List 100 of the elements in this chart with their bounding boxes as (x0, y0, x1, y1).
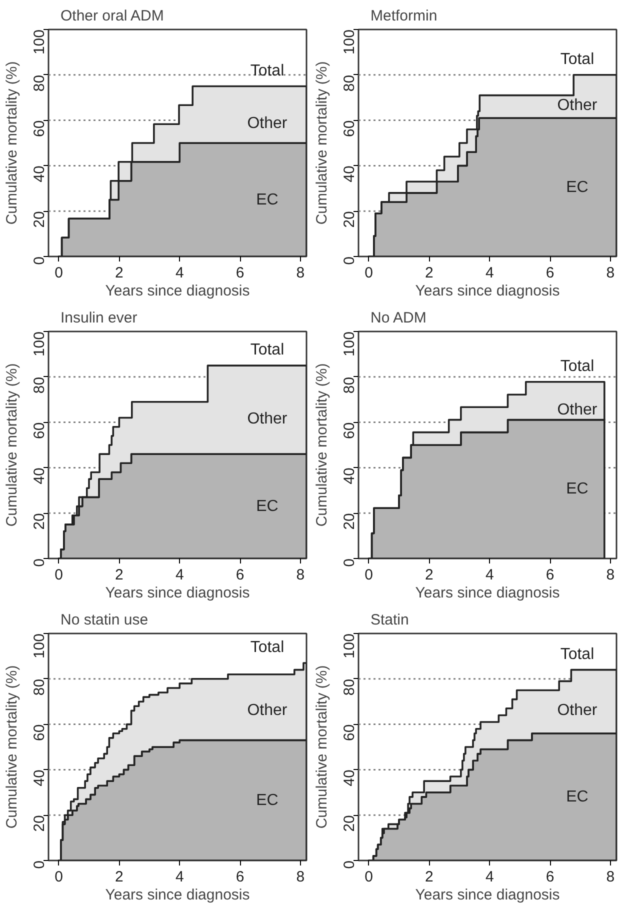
y-tick-label: 100 (31, 331, 48, 357)
y-tick-label: 0 (341, 860, 358, 869)
series-label: Total (250, 62, 284, 80)
y-tick-label: 20 (31, 513, 48, 530)
series-label: EC (566, 178, 588, 196)
y-tick-label: 40 (31, 770, 48, 786)
x-tick-label: 4 (485, 264, 494, 282)
annotation: Other (247, 410, 288, 428)
x-axis-title: Years since diagnosis (415, 282, 560, 300)
y-tick-label: 40 (31, 468, 48, 484)
y-tick-label: 80 (31, 74, 48, 92)
x-tick-label: 4 (485, 566, 494, 584)
chart-title: Metformin (370, 8, 438, 24)
y-tick-label: 100 (31, 633, 48, 659)
x-tick-label: 6 (236, 264, 244, 282)
y-tick-label: 100 (341, 331, 358, 357)
x-tick-label: 6 (546, 868, 554, 886)
series-label: EC (256, 191, 278, 208)
y-axis-title: Cumulative mortality (%) (314, 61, 330, 225)
x-tick-label: 2 (425, 566, 434, 584)
x-axis-title: Years since diagnosis (105, 282, 250, 300)
y-tick-label: 100 (341, 633, 358, 659)
y-tick-label: 100 (31, 29, 48, 55)
y-tick-label: 0 (31, 860, 48, 869)
chart-title: Insulin ever (60, 310, 138, 326)
series-label: Total (250, 639, 284, 656)
x-tick-label: 6 (236, 868, 244, 886)
x-tick-label: 0 (364, 868, 373, 886)
y-tick-label: 100 (341, 29, 358, 55)
y-tick-label: 0 (31, 256, 48, 265)
series-label: Total (560, 51, 594, 68)
chart-title: Other oral ADM (60, 8, 164, 24)
y-tick-label: 20 (341, 513, 358, 530)
y-tick-label: 40 (341, 166, 358, 182)
y-tick-label: 40 (341, 770, 358, 786)
x-axis-title: Years since diagnosis (105, 584, 250, 602)
chart-title: Statin (370, 612, 409, 628)
chart-title: No statin use (60, 612, 148, 628)
x-tick-label: 2 (115, 264, 124, 282)
series-label: EC (256, 498, 278, 515)
series-label: EC (566, 788, 588, 806)
y-tick-label: 60 (341, 422, 358, 439)
annotation: Other (247, 115, 288, 132)
x-tick-label: 8 (606, 264, 615, 282)
y-tick-label: 0 (31, 558, 48, 567)
x-tick-label: 8 (296, 264, 305, 282)
y-tick-label: 60 (31, 724, 48, 741)
x-tick-label: 4 (175, 868, 184, 886)
x-axis-title: Years since diagnosis (415, 584, 560, 602)
y-tick-label: 0 (341, 558, 358, 567)
y-tick-label: 20 (31, 211, 48, 228)
y-tick-label: 80 (341, 376, 358, 394)
y-tick-label: 20 (341, 815, 358, 832)
y-tick-label: 60 (31, 120, 48, 137)
y-axis-title: Cumulative mortality (%) (4, 665, 20, 829)
series-label: Total (560, 358, 594, 376)
y-axis-title: Cumulative mortality (%) (4, 363, 20, 527)
x-tick-label: 2 (425, 264, 434, 282)
x-tick-label: 8 (296, 566, 305, 584)
x-tick-label: 2 (425, 868, 434, 886)
series-label: Total (250, 342, 284, 359)
y-tick-label: 60 (31, 422, 48, 439)
series-label: EC (566, 480, 588, 498)
x-tick-label: 6 (546, 264, 554, 282)
y-tick-label: 80 (341, 678, 358, 696)
x-tick-label: 4 (175, 264, 184, 282)
x-tick-label: 2 (115, 566, 124, 584)
y-tick-label: 60 (341, 120, 358, 137)
y-tick-label: 80 (31, 678, 48, 696)
x-tick-label: 6 (236, 566, 244, 584)
y-axis-title: Cumulative mortality (%) (314, 363, 330, 527)
annotation: Other (557, 702, 598, 720)
y-tick-label: 60 (341, 724, 358, 741)
x-tick-label: 8 (606, 566, 615, 584)
y-tick-label: 80 (31, 376, 48, 394)
x-axis-title: Years since diagnosis (415, 886, 560, 904)
x-tick-label: 0 (54, 264, 63, 282)
x-tick-label: 4 (175, 566, 184, 584)
y-tick-label: 20 (31, 815, 48, 832)
x-tick-label: 0 (364, 264, 373, 282)
y-tick-label: 80 (341, 74, 358, 92)
x-tick-label: 0 (54, 868, 63, 886)
y-tick-label: 0 (341, 256, 358, 265)
y-axis-title: Cumulative mortality (%) (4, 61, 20, 225)
x-tick-label: 2 (115, 868, 124, 886)
x-axis-title: Years since diagnosis (105, 886, 250, 904)
x-tick-label: 8 (606, 868, 615, 886)
annotation: Other (557, 401, 598, 418)
x-tick-label: 8 (296, 868, 305, 886)
y-tick-label: 20 (341, 211, 358, 228)
series-label: Total (560, 646, 594, 664)
x-tick-label: 4 (485, 868, 494, 886)
y-tick-label: 40 (31, 166, 48, 182)
y-tick-label: 40 (341, 468, 358, 484)
x-tick-label: 6 (546, 566, 554, 584)
x-tick-label: 0 (54, 566, 63, 584)
annotation: Other (557, 97, 598, 114)
y-axis-title: Cumulative mortality (%) (314, 665, 330, 829)
chart-title: No ADM (370, 310, 426, 326)
series-label: EC (256, 792, 278, 809)
